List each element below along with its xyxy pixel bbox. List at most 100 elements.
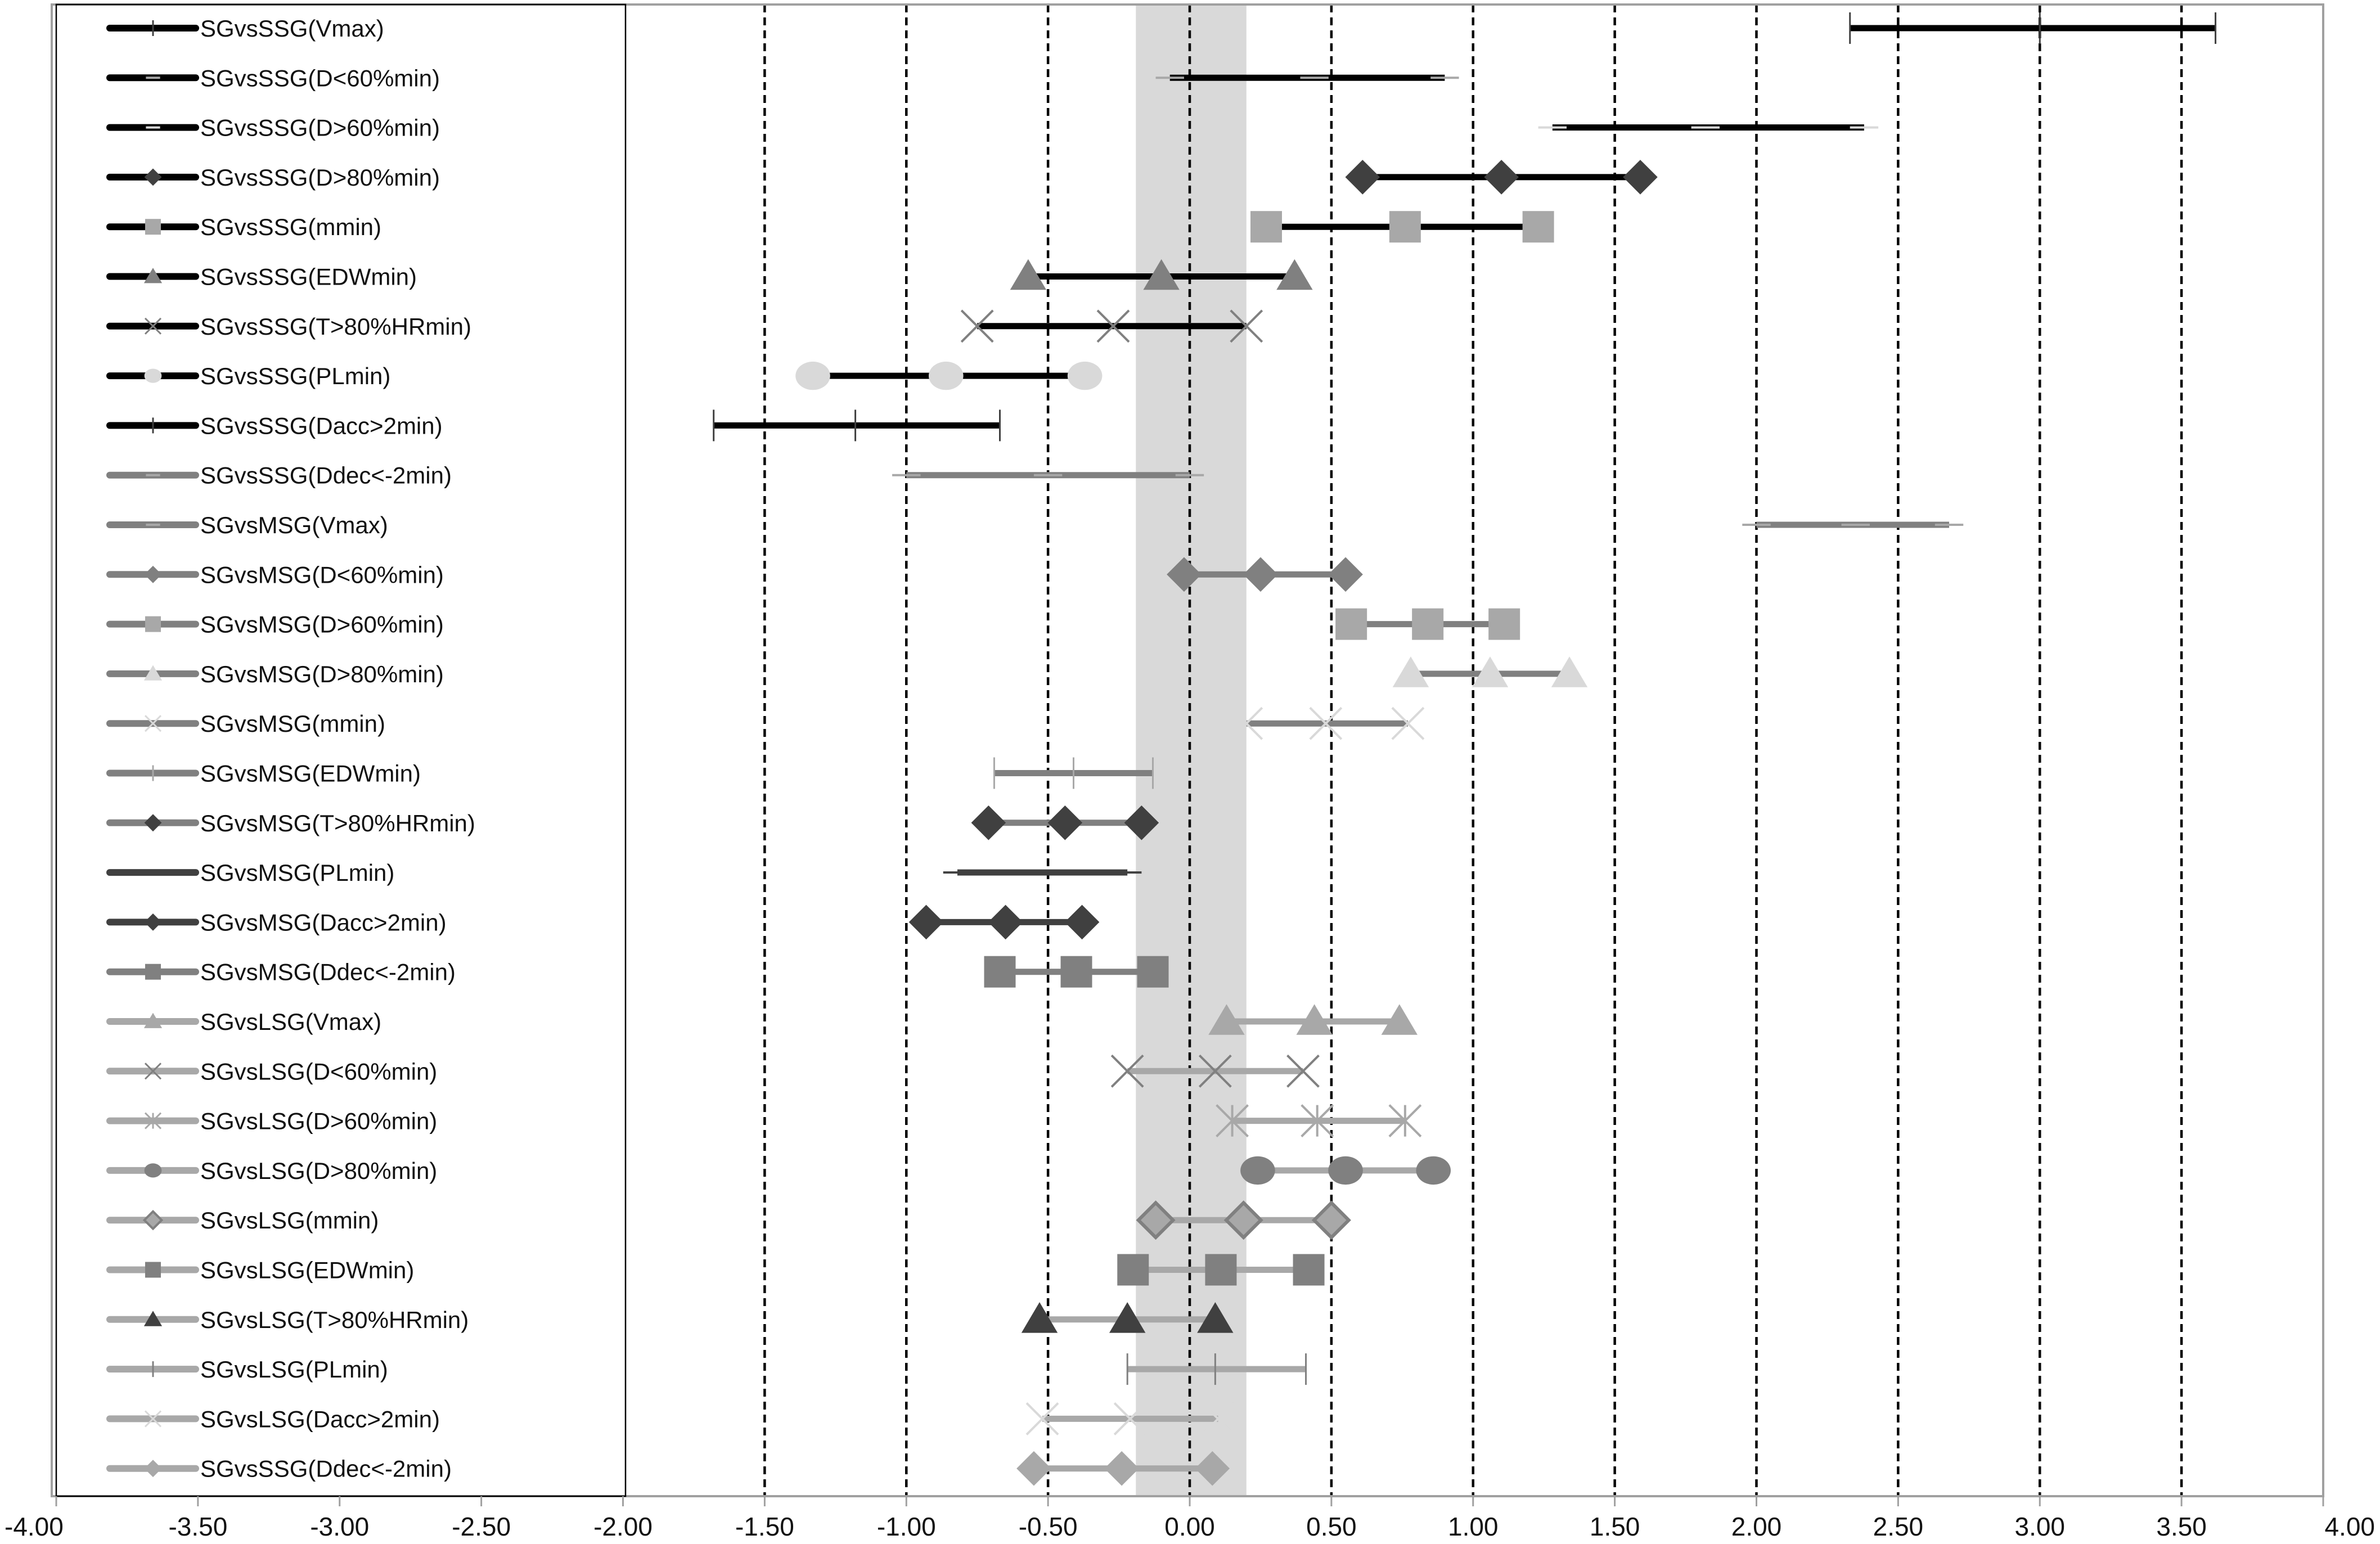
gridline-layer — [763, 4, 2183, 1496]
series-14-mid-marker — [1309, 706, 1343, 740]
legend-label-0: SGvsSSG(Vmax) — [200, 15, 384, 42]
series-14-high-marker — [1391, 706, 1425, 740]
series-11-low-marker — [1167, 557, 1202, 592]
legend-label-10: SGvsMSG(Vmax) — [200, 512, 388, 538]
series-5-high-marker — [1276, 259, 1313, 290]
legend-marker-7 — [144, 368, 162, 383]
series-18-high-marker — [1064, 904, 1100, 940]
series-7-mid-marker — [928, 361, 964, 390]
legend-label-27: SGvsLSG(PLmin) — [200, 1356, 388, 1383]
legend-marker-6 — [144, 317, 162, 335]
series-16-low-marker — [971, 805, 1006, 840]
legend-label-2: SGvsSSG(D>60%min) — [200, 115, 440, 141]
x-tick-label-4: -2.00 — [593, 1512, 653, 1541]
legend-label-23: SGvsLSG(D>80%min) — [200, 1158, 437, 1184]
legend-marker-13 — [143, 665, 163, 681]
x-tick-label-1: -3.50 — [168, 1512, 227, 1541]
series-13-mid-marker — [1472, 656, 1509, 687]
legend-label-18: SGvsMSG(Dacc>2min) — [200, 909, 447, 935]
legend-label-19: SGvsMSG(Ddec<-2min) — [200, 959, 456, 985]
series-16-mid-marker — [1047, 805, 1083, 840]
series-21-low-marker — [1110, 1054, 1144, 1088]
legend-label-20: SGvsLSG(Vmax) — [200, 1009, 381, 1035]
legend-marker-14 — [144, 715, 162, 732]
legend-marker-19 — [145, 964, 161, 980]
series-18-mid-marker — [988, 904, 1023, 940]
series-6-mid-marker — [1096, 309, 1130, 343]
series-11-high-marker — [1328, 557, 1363, 592]
series-23-high-marker — [1416, 1156, 1451, 1185]
x-tick-label-0: -4.00 — [5, 1512, 64, 1541]
legend-label-21: SGvsLSG(D<60%min) — [200, 1058, 437, 1084]
series-24-high-marker — [1311, 1200, 1351, 1240]
series-12-low-marker — [1335, 608, 1367, 640]
series-24-low-marker — [1136, 1200, 1176, 1240]
series-24-mid-marker — [1223, 1200, 1263, 1240]
series-21-mid-marker — [1198, 1054, 1232, 1088]
legend-marker-18 — [144, 913, 162, 931]
series-12-mid-marker — [1412, 608, 1444, 640]
legend-label-3: SGvsSSG(D>80%min) — [200, 164, 440, 191]
x-tick-label-7: -0.50 — [1019, 1512, 1078, 1541]
series-29-high-marker — [1195, 1451, 1230, 1486]
x-tick-label-16: 4.00 — [2324, 1512, 2375, 1541]
legend-marker-11 — [144, 565, 162, 583]
x-tick-label-5: -1.50 — [735, 1512, 794, 1541]
series-20-high-marker — [1381, 1004, 1418, 1035]
legend-label-11: SGvsMSG(D<60%min) — [200, 561, 444, 588]
series-19-low-marker — [984, 956, 1016, 988]
legend-marker-24 — [142, 1209, 164, 1231]
legend-marker-3 — [144, 168, 162, 186]
legend-label-22: SGvsLSG(D>60%min) — [200, 1108, 437, 1135]
series-3-low-marker — [1345, 160, 1380, 195]
x-tick-label-3: -2.50 — [452, 1512, 511, 1541]
series-6-high-marker — [1230, 309, 1263, 343]
legend-label-8: SGvsSSG(Dacc>2min) — [200, 412, 443, 439]
x-tick-label-8: 0.00 — [1164, 1512, 1215, 1541]
frame-layer — [51, 3, 2324, 1497]
series-20-low-marker — [1208, 1004, 1245, 1035]
series-28-low-marker — [1025, 1402, 1059, 1435]
legend-marker-20 — [143, 1012, 163, 1028]
series-22-mid-marker — [1301, 1104, 1334, 1138]
legend-label-24: SGvsLSG(mmin) — [200, 1207, 379, 1234]
series-19-mid-marker — [1060, 956, 1092, 988]
series-16-high-marker — [1124, 805, 1159, 840]
x-tick-label-12: 2.00 — [1731, 1512, 1782, 1541]
series-29-mid-marker — [1104, 1451, 1139, 1486]
series-7-high-marker — [1067, 361, 1103, 390]
x-tick-label-2: -3.00 — [310, 1512, 369, 1541]
legend-label-4: SGvsSSG(mmin) — [200, 214, 381, 240]
legend-marker-5 — [143, 268, 163, 283]
legend-label-29: SGvsSSG(Ddec<-2min) — [200, 1456, 452, 1482]
legend-label-12: SGvsMSG(D>60%min) — [200, 611, 444, 638]
x-axis-ticks: -4.00 -3.50 -3.00 -2.50 -2.00 -1.50 -1.00 -0.50… — [5, 1496, 2375, 1541]
legend-label-28: SGvsLSG(Dacc>2min) — [200, 1406, 440, 1432]
legend-label-26: SGvsLSG(T>80%HRmin) — [200, 1307, 469, 1333]
legend-label-7: SGvsSSG(PLmin) — [200, 363, 390, 389]
reference-band — [1136, 4, 1247, 1496]
plot-frame — [51, 3, 2324, 1497]
legend-label-25: SGvsLSG(EDWmin) — [200, 1257, 414, 1284]
series-25-low-marker — [1117, 1254, 1149, 1286]
series-layer — [142, 12, 2217, 1486]
series-25-high-marker — [1293, 1254, 1325, 1286]
series-20-mid-marker — [1296, 1004, 1333, 1035]
series-4-high-marker — [1522, 211, 1554, 243]
legend-marker-4 — [145, 219, 161, 235]
series-25-mid-marker — [1205, 1254, 1237, 1286]
legend-label-14: SGvsMSG(mmin) — [200, 710, 385, 737]
series-12-high-marker — [1488, 608, 1520, 640]
series-7-low-marker — [795, 361, 830, 390]
series-26-mid-marker — [1109, 1302, 1146, 1333]
series-14-low-marker — [1230, 706, 1263, 740]
series-11-mid-marker — [1243, 557, 1278, 592]
x-tick-label-15: 3.50 — [2156, 1512, 2207, 1541]
legend-marker-22 — [144, 1112, 162, 1129]
x-tick-label-14: 3.00 — [2014, 1512, 2065, 1541]
series-22-high-marker — [1388, 1104, 1422, 1138]
legend-label-5: SGvsSSG(EDWmin) — [200, 264, 417, 290]
legend-label-15: SGvsMSG(EDWmin) — [200, 760, 421, 787]
legend-layer: SGvsSSG(Vmax) SGvsSSG(D<60%min) SGvsSSG(D>… — [106, 15, 475, 1482]
